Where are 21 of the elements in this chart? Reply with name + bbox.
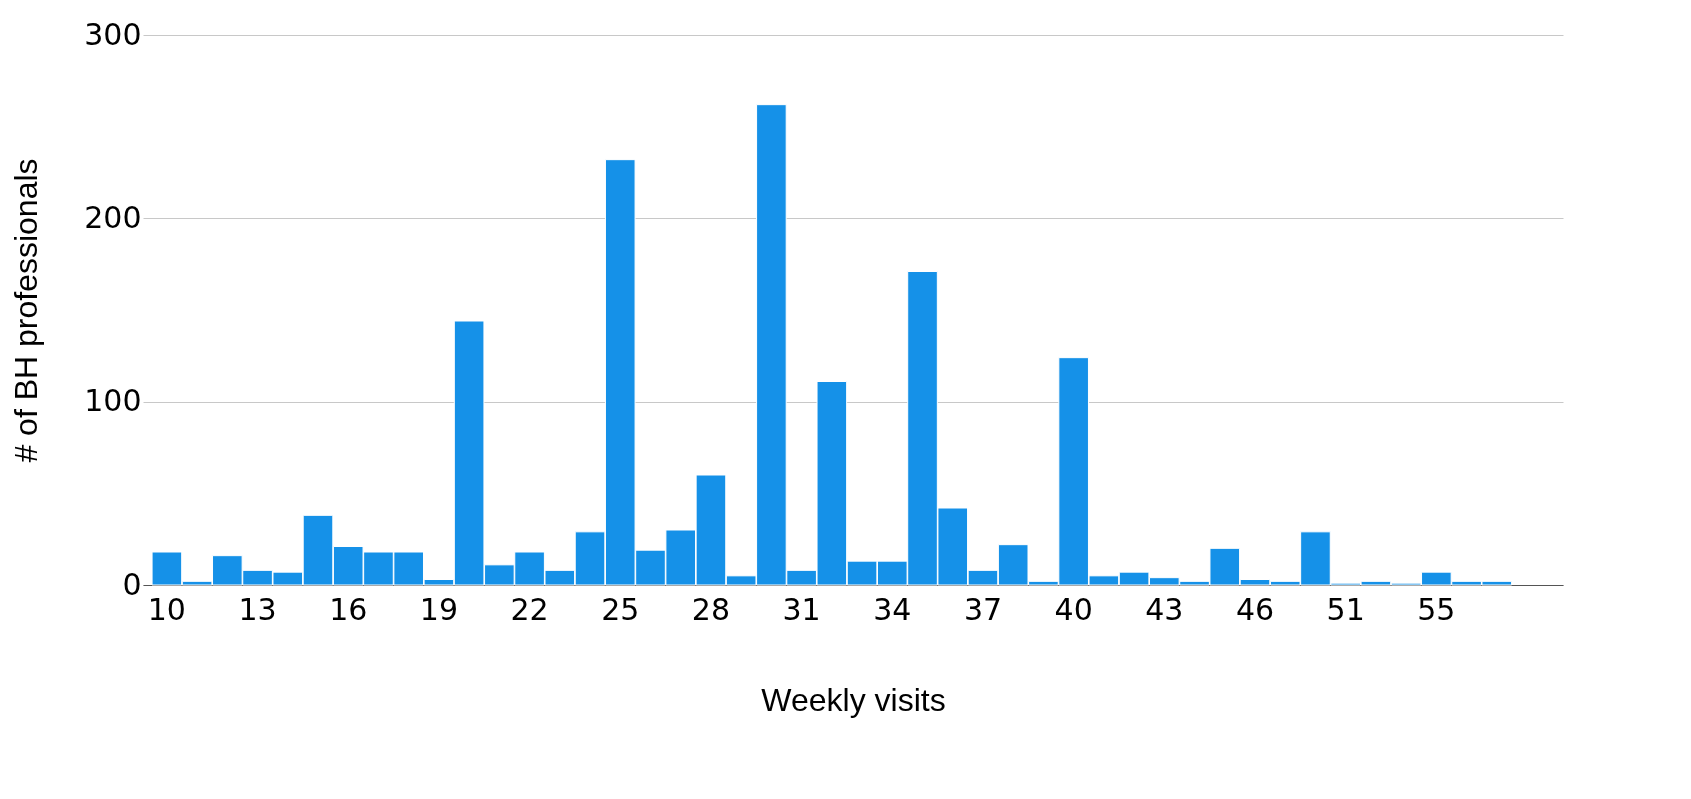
x-tick-label: 55 [1417,591,1456,627]
x-tick-label: 40 [1054,591,1093,627]
x-axis-title: Weekly visits [761,681,946,718]
x-tick-label: 16 [329,591,368,627]
y-axis-title: # of BH professionals [8,158,45,463]
x-tick-label: 10 [147,591,186,627]
x-tick-label: 28 [691,591,731,627]
x-tick-label: 19 [419,591,458,627]
x-tick-label: 51 [1326,591,1365,627]
x-tick-label: 25 [601,591,640,627]
y-tick-label: 0 [122,566,142,602]
x-tick-label: 31 [782,591,821,627]
y-tick-label: 300 [84,16,142,52]
y-tick-label: 200 [84,199,142,235]
x-tick-label: 34 [873,591,912,627]
x-tick-label: 43 [1145,591,1184,627]
y-tick-label: 100 [84,383,142,419]
x-tick-label: 46 [1235,591,1275,627]
x-tick-label: 13 [238,591,277,627]
x-tick-label: 22 [510,591,549,627]
x-tick-label: 37 [963,591,1003,627]
